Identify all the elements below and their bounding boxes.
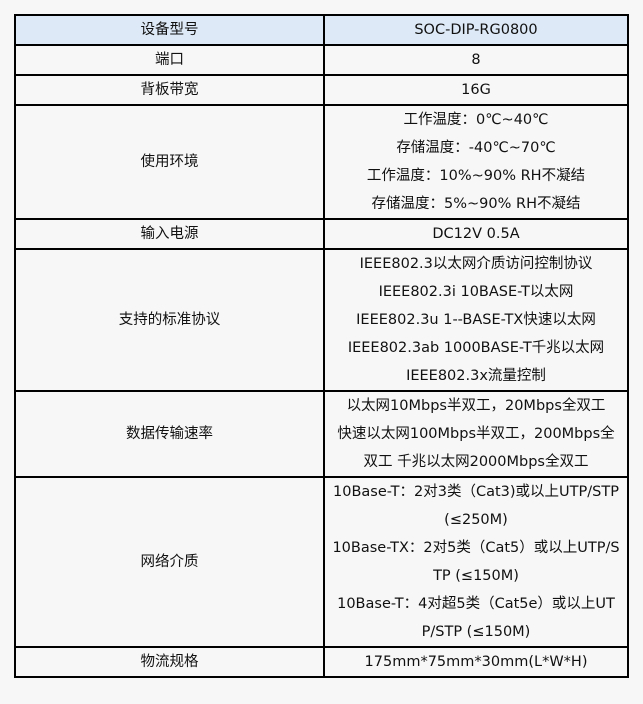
spec-row: 设备型号 SOC-DIP-RG0800 [14,14,629,46]
spec-value-line: 以太网10Mbps半双工，20Mbps全双工 [346,398,606,414]
spec-value: 10Base-T：2对3类（Cat3)或以上UTP/STP (≤250M) 10Ba… [323,476,629,648]
spec-row: 使用环境 工作温度：0℃~40℃ 存储温度：-40℃~70℃ 工作温度：10%~90%… [14,104,629,220]
spec-value-line: 10Base-T：2对3类（Cat3)或以上UTP/STP [333,484,619,500]
spec-label: 物流规格 [14,646,325,678]
spec-value-line: IEEE802.3u 1--BASE-TX快速以太网 [356,312,596,328]
spec-value: 以太网10Mbps半双工，20Mbps全双工 快速以太网100Mbps半双工，20… [323,390,629,478]
spec-value-line: 工作温度：0℃~40℃ [403,112,549,128]
spec-value-line: 8 [471,52,481,68]
spec-value: 175mm*75mm*30mm(L*W*H) [323,646,629,678]
spec-value-line: SOC-DIP-RG0800 [414,22,538,38]
spec-value: DC12V 0.5A [323,218,629,250]
spec-row: 网络介质 10Base-T：2对3类（Cat3)或以上UTP/STP (≤250M)… [14,476,629,648]
spec-value-line: IEEE802.3ab 1000BASE-T千兆以太网 [347,340,605,356]
spec-label: 设备型号 [14,14,325,46]
spec-value: SOC-DIP-RG0800 [323,14,629,46]
spec-label: 网络介质 [14,476,325,648]
spec-value: 8 [323,44,629,76]
spec-value-line: 存储温度：-40℃~70℃ [396,140,556,156]
spec-label: 数据传输速率 [14,390,325,478]
spec-value: 16G [323,74,629,106]
spec-value-line: P/STP (≤150M) [421,624,531,640]
spec-label: 使用环境 [14,104,325,220]
spec-table: 设备型号 SOC-DIP-RG0800 端口 8 背板带宽 16G 使用环境 工作温度：0℃~… [14,14,629,678]
spec-value: 工作温度：0℃~40℃ 存储温度：-40℃~70℃ 工作温度：10%~90% RH不… [323,104,629,220]
spec-value-line: 工作温度：10%~90% RH不凝结 [366,168,586,184]
spec-row: 物流规格 175mm*75mm*30mm(L*W*H) [14,646,629,678]
spec-row: 输入电源 DC12V 0.5A [14,218,629,250]
spec-row: 数据传输速率 以太网10Mbps半双工，20Mbps全双工 快速以太网100Mbps… [14,390,629,478]
spec-label: 支持的标准协议 [14,248,325,392]
spec-value-line: 10Base-TX：2对5类（Cat5）或以上UTP/S [332,540,620,556]
spec-row: 背板带宽 16G [14,74,629,106]
spec-value-line: IEEE802.3i 10BASE-T以太网 [378,284,574,300]
spec-value-line: IEEE802.3x流量控制 [406,368,546,384]
spec-value-line: 双工 千兆以太网2000Mbps全双工 [363,454,589,470]
spec-row: 端口 8 [14,44,629,76]
spec-value: IEEE802.3以太网介质访问控制协议 IEEE802.3i 10BASE-T以… [323,248,629,392]
spec-label: 端口 [14,44,325,76]
spec-label: 输入电源 [14,218,325,250]
spec-value-line: 存储温度：5%~90% RH不凝结 [371,196,581,212]
spec-value-line: TP (≤150M) [433,568,519,584]
spec-row: 支持的标准协议 IEEE802.3以太网介质访问控制协议 IEEE802.3i 10… [14,248,629,392]
spec-value-line: 175mm*75mm*30mm(L*W*H) [364,654,588,670]
spec-value-line: IEEE802.3以太网介质访问控制协议 [359,256,593,272]
spec-value-line: (≤250M) [444,512,508,528]
spec-label: 背板带宽 [14,74,325,106]
spec-value-line: 快速以太网100Mbps半双工，200Mbps全 [337,426,615,442]
spec-value-line: 16G [461,82,491,98]
spec-value-line: DC12V 0.5A [432,226,520,242]
spec-value-line: 10Base-T：4对超5类（Cat5e）或以上UT [337,596,615,612]
